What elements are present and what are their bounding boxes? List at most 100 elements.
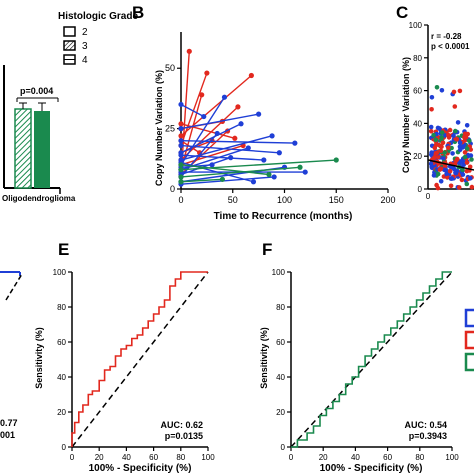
panel-b-point-recurrence bbox=[302, 169, 308, 175]
panel-f-p: p=0.3943 bbox=[409, 431, 447, 441]
panel-c-point bbox=[428, 129, 434, 134]
panel-letter-e: E bbox=[58, 240, 69, 259]
panel-c-point bbox=[429, 150, 434, 155]
panel-a: Histologic Grade 2 3 4 p=0.004 Oligodend… bbox=[2, 11, 138, 203]
panel-b-x-ticks: 0 50 100 150 200 bbox=[178, 189, 396, 205]
panel-b-point-initial bbox=[178, 167, 184, 173]
panel-e-ytick-label: 40 bbox=[57, 373, 66, 382]
panel-b-xtick-label: 150 bbox=[329, 195, 344, 205]
panel-c-point bbox=[457, 88, 463, 94]
panel-c-point bbox=[439, 88, 445, 93]
panel-c-point bbox=[451, 133, 456, 138]
panel-c: C Copy Number Variation (%) 0 20 40 60 80 100… bbox=[396, 3, 474, 201]
panel-b-point-recurrence bbox=[250, 179, 257, 185]
panel-b-point-recurrence bbox=[333, 157, 339, 163]
panel-b-point-recurrence bbox=[266, 171, 272, 178]
panel-c-point bbox=[459, 177, 465, 183]
panel-c-point bbox=[440, 140, 446, 146]
legend-swatch-red-partial bbox=[464, 330, 474, 350]
panel-c-point bbox=[464, 123, 470, 128]
panel-c-point bbox=[464, 146, 470, 151]
panel-f-xtick-label: 0 bbox=[289, 453, 294, 462]
panel-f-auc: AUC: 0.54 bbox=[404, 420, 447, 430]
panel-letter-f: F bbox=[262, 240, 272, 259]
panel-b-xtick-label: 50 bbox=[228, 195, 238, 205]
panel-c-point bbox=[460, 172, 466, 177]
panel-c-point bbox=[457, 140, 463, 146]
panel-c-r: r = -0.28 bbox=[431, 32, 462, 41]
panel-c-point bbox=[461, 144, 466, 149]
panel-d-p-fragment: 001 bbox=[0, 430, 15, 440]
significance-pvalue: p=0.004 bbox=[20, 86, 53, 96]
panel-f-xtick-label: 40 bbox=[351, 453, 360, 462]
panel-c-point bbox=[441, 156, 446, 161]
panel-c-point bbox=[469, 157, 474, 162]
panel-e-ytick-label: 100 bbox=[53, 268, 67, 277]
panel-c-point bbox=[429, 164, 435, 170]
panel-b-patient-line bbox=[180, 123, 236, 139]
panel-b-patient-line bbox=[180, 96, 226, 166]
panel-c-point bbox=[464, 160, 470, 165]
legend-label-grade-3: 3 bbox=[82, 41, 88, 52]
panel-e-xtick-label: 40 bbox=[122, 453, 131, 462]
panel-c-point bbox=[453, 128, 458, 134]
panel-c-point bbox=[463, 134, 469, 140]
panel-b-point-recurrence bbox=[297, 164, 303, 170]
panel-c-ylabel: Copy Number Variation (%) bbox=[401, 57, 411, 173]
panel-b: B Copy Number Variation (%) 0 25 50 0 50 100… bbox=[132, 3, 396, 222]
panel-f-ytick-label: 0 bbox=[281, 443, 286, 452]
panel-e-xtick-label: 80 bbox=[176, 453, 185, 462]
panel-b-xlabel: Time to Recurrence (months) bbox=[214, 211, 353, 222]
panel-c-point bbox=[455, 156, 460, 162]
panel-e-xtick-label: 60 bbox=[149, 453, 158, 462]
legend-swatch-grade-2 bbox=[63, 26, 76, 37]
bar-grade-4 bbox=[34, 111, 50, 188]
panel-c-point bbox=[448, 183, 454, 189]
panel-f-ylabel: Sensitivity (%) bbox=[259, 327, 269, 389]
panel-f-ytick-label: 100 bbox=[272, 268, 286, 277]
panel-c-ytick-label: 0 bbox=[418, 185, 423, 194]
legend-label-grade-4: 4 bbox=[82, 55, 88, 66]
panel-b-point-recurrence bbox=[186, 48, 192, 54]
panel-c-point bbox=[447, 168, 453, 174]
category-label: Oligodendroglioma bbox=[2, 194, 76, 203]
panel-c-point bbox=[429, 95, 435, 100]
panel-c-point bbox=[437, 167, 443, 172]
panel-c-point bbox=[431, 173, 437, 178]
panel-c-point bbox=[442, 150, 447, 155]
panel-f-xtick-label: 60 bbox=[383, 453, 392, 462]
panel-b-point-recurrence bbox=[269, 133, 275, 139]
panel-b-ytick-label: 50 bbox=[165, 63, 175, 73]
panel-c-points bbox=[428, 85, 474, 191]
panel-b-point-initial bbox=[178, 152, 184, 158]
panel-b-point-initial bbox=[178, 121, 184, 127]
panel-c-point bbox=[462, 150, 468, 155]
legend-swatch-grade-3 bbox=[63, 40, 76, 51]
panel-c-point bbox=[434, 85, 440, 90]
panel-c-point bbox=[446, 132, 451, 138]
panel-b-point-recurrence bbox=[248, 72, 254, 79]
panel-c-point bbox=[450, 151, 455, 156]
panel-b-point-recurrence bbox=[238, 121, 244, 127]
panel-f-ytick-label: 40 bbox=[276, 373, 285, 382]
legend-title: Histologic Grade bbox=[58, 11, 138, 22]
panel-c-point bbox=[460, 159, 465, 164]
panel-c-point bbox=[446, 145, 451, 151]
panel-b-xtick-label: 200 bbox=[380, 195, 395, 205]
panel-b-point-recurrence bbox=[256, 111, 262, 117]
panel-c-xtick-0: 0 bbox=[426, 192, 431, 201]
panel-c-point bbox=[428, 124, 434, 130]
panel-f-ytick-label: 60 bbox=[276, 338, 285, 347]
panel-b-point-recurrence bbox=[204, 70, 210, 76]
panel-e-xtick-label: 0 bbox=[70, 453, 75, 462]
panel-f-xtick-label: 100 bbox=[445, 453, 459, 462]
panel-b-point-initial bbox=[178, 101, 184, 108]
panel-b-xtick-label: 0 bbox=[178, 195, 183, 205]
panel-c-point bbox=[467, 138, 472, 144]
panel-b-ytick-label: 0 bbox=[170, 184, 175, 194]
legend-swatch-blue-partial bbox=[464, 308, 474, 328]
panel-c-point bbox=[433, 137, 439, 143]
panel-e-auc: AUC: 0.62 bbox=[160, 420, 203, 430]
panel-c-point bbox=[444, 168, 449, 174]
